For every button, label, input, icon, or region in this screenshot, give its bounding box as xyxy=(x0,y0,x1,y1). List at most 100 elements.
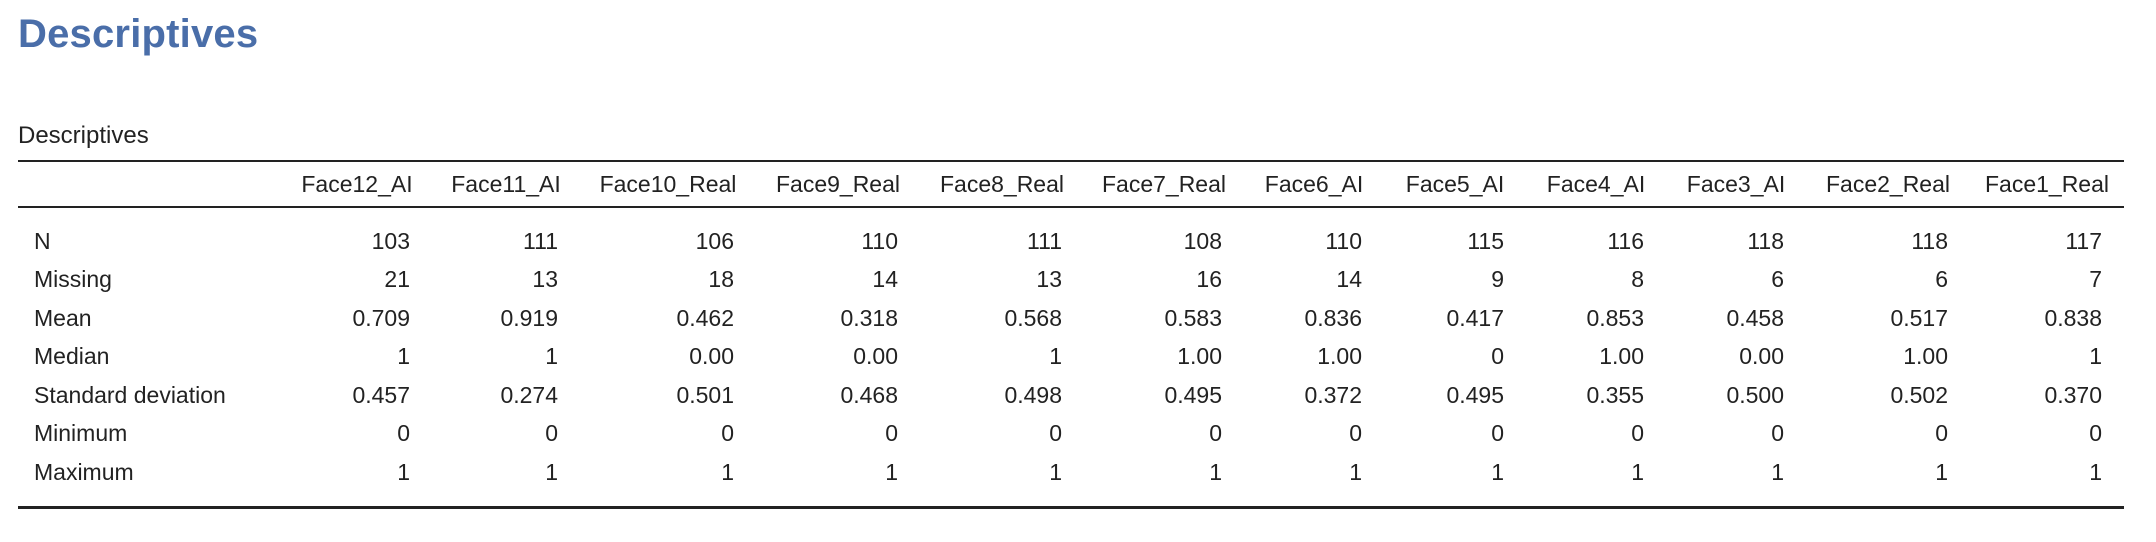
table-cell: 0.501 xyxy=(676,381,734,408)
table-cell: 0 xyxy=(1935,420,1948,447)
column-header: Face2_Real xyxy=(1825,170,1951,197)
column-header: Face11_AI xyxy=(451,170,561,197)
table-cell: 0 xyxy=(1049,420,1062,447)
row-label: Maximum xyxy=(34,458,134,485)
table-row: Median 1 1 0.00 0.00 1 1.00 1.00 0 1.00 … xyxy=(18,338,2124,377)
table-cell: 111 xyxy=(523,227,558,254)
table-cell: 0.853 xyxy=(1586,304,1644,331)
table-cell: 0 xyxy=(1491,343,1504,370)
table-cell: 0.495 xyxy=(1446,381,1504,408)
row-label: Mean xyxy=(34,304,92,331)
table-cell: 118 xyxy=(1911,227,1948,254)
table-cell: 0.468 xyxy=(840,381,898,408)
row-label: N xyxy=(34,227,51,254)
column-header: Face3_AI xyxy=(1686,170,1786,197)
column-header: Face10_Real xyxy=(599,170,737,197)
table-cell: 9 xyxy=(1491,266,1504,293)
row-label: Median xyxy=(34,343,110,370)
table-cell: 1 xyxy=(1935,458,1948,485)
table-cell: 0.372 xyxy=(1304,381,1362,408)
table-cell: 1.00 xyxy=(1599,343,1644,370)
table-row: N 103 111 106 110 111 108 110 115 116 11… xyxy=(18,207,2124,261)
table-cell: 0 xyxy=(397,420,410,447)
table-cell: 0 xyxy=(1491,420,1504,447)
table-cell: 0.370 xyxy=(2044,381,2102,408)
table-cell: 0.919 xyxy=(500,304,558,331)
table-cell: 1 xyxy=(1631,458,1644,485)
table-cell: 1 xyxy=(1209,458,1222,485)
table-cell: 1 xyxy=(1049,343,1062,370)
table-cell: 0.836 xyxy=(1304,304,1362,331)
column-header: Face5_AI xyxy=(1405,170,1505,197)
table-row: Standard deviation 0.457 0.274 0.501 0.4… xyxy=(18,376,2124,415)
table-cell: 1.00 xyxy=(1903,343,1948,370)
table-cell: 0 xyxy=(545,420,558,447)
table-cell: 116 xyxy=(1607,227,1644,254)
table-cell: 0.462 xyxy=(676,304,734,331)
table-cell: 1 xyxy=(1491,458,1504,485)
table-cell: 1 xyxy=(397,458,410,485)
table-row: Mean 0.709 0.919 0.462 0.318 0.568 0.583… xyxy=(18,299,2124,338)
column-header: Face7_Real xyxy=(1101,170,1227,197)
table-cell: 0.00 xyxy=(1739,343,1784,370)
table-cell: 0 xyxy=(1631,420,1644,447)
table-cell: 21 xyxy=(384,266,410,293)
table-cell: 0.00 xyxy=(853,343,898,370)
table-cell: 6 xyxy=(1771,266,1784,293)
column-header: Face4_AI xyxy=(1546,170,1646,197)
table-cell: 0 xyxy=(1771,420,1784,447)
descriptives-table-container: Face12_AI Face11_AI Face10_Real Face9_Re… xyxy=(18,160,2124,509)
table-cell: 0 xyxy=(721,420,734,447)
table-cell: 111 xyxy=(1027,227,1062,254)
table-cell: 1 xyxy=(2089,343,2102,370)
column-header: Face6_AI xyxy=(1264,170,1364,197)
table-cell: 0.274 xyxy=(500,381,558,408)
column-header: Face1_Real xyxy=(1984,170,2110,197)
column-header: Face12_AI xyxy=(301,170,413,197)
table-cell: 0.502 xyxy=(1890,381,1948,408)
section-title[interactable]: Descriptives xyxy=(18,12,259,56)
descriptives-table: Face12_AI Face11_AI Face10_Real Face9_Re… xyxy=(18,160,2124,509)
table-cell: 0.583 xyxy=(1164,304,1222,331)
table-cell: 0.318 xyxy=(840,304,898,331)
table-cell: 108 xyxy=(1183,227,1222,254)
table-cell: 1 xyxy=(545,343,558,370)
table-cell: 14 xyxy=(872,266,898,293)
table-cell: 0.00 xyxy=(689,343,734,370)
table-row: Missing 21 13 18 14 13 16 14 9 8 6 6 7 xyxy=(18,261,2124,300)
table-cell: 0.355 xyxy=(1586,381,1644,408)
table-caption: Descriptives xyxy=(18,122,149,149)
table-cell: 18 xyxy=(708,266,734,293)
table-cell: 1 xyxy=(1049,458,1062,485)
row-label: Minimum xyxy=(34,420,128,447)
table-cell: 8 xyxy=(1631,266,1644,293)
table-cell: 0.457 xyxy=(352,381,410,408)
table-cell: 1 xyxy=(1771,458,1784,485)
table-row: Minimum 0 0 0 0 0 0 0 0 0 0 0 0 xyxy=(18,415,2124,454)
table-cell: 0.500 xyxy=(1726,381,1784,408)
table-cell: 1 xyxy=(885,458,898,485)
table-cell: 1 xyxy=(1349,458,1362,485)
table-cell: 0.498 xyxy=(1004,381,1062,408)
column-header: Face9_Real xyxy=(775,170,901,197)
table-cell: 1 xyxy=(721,458,734,485)
table-cell: 115 xyxy=(1467,227,1504,254)
table-header-row: Face12_AI Face11_AI Face10_Real Face9_Re… xyxy=(18,161,2124,207)
table-cell: 1.00 xyxy=(1317,343,1362,370)
table-cell: 0 xyxy=(1349,420,1362,447)
table-cell: 110 xyxy=(861,227,898,254)
table-cell: 0.568 xyxy=(1004,304,1062,331)
table-cell: 0.709 xyxy=(352,304,410,331)
table-cell: 103 xyxy=(371,227,410,254)
table-cell: 1 xyxy=(2089,458,2102,485)
table-row: Maximum 1 1 1 1 1 1 1 1 1 1 1 1 xyxy=(18,453,2124,507)
table-cell: 1 xyxy=(545,458,558,485)
table-cell: 0.517 xyxy=(1890,304,1948,331)
table-cell: 1.00 xyxy=(1177,343,1222,370)
table-cell: 0 xyxy=(1209,420,1222,447)
row-label: Missing xyxy=(34,266,112,293)
table-cell: 16 xyxy=(1196,266,1222,293)
table-cell: 1 xyxy=(397,343,410,370)
table-cell: 0.495 xyxy=(1164,381,1222,408)
